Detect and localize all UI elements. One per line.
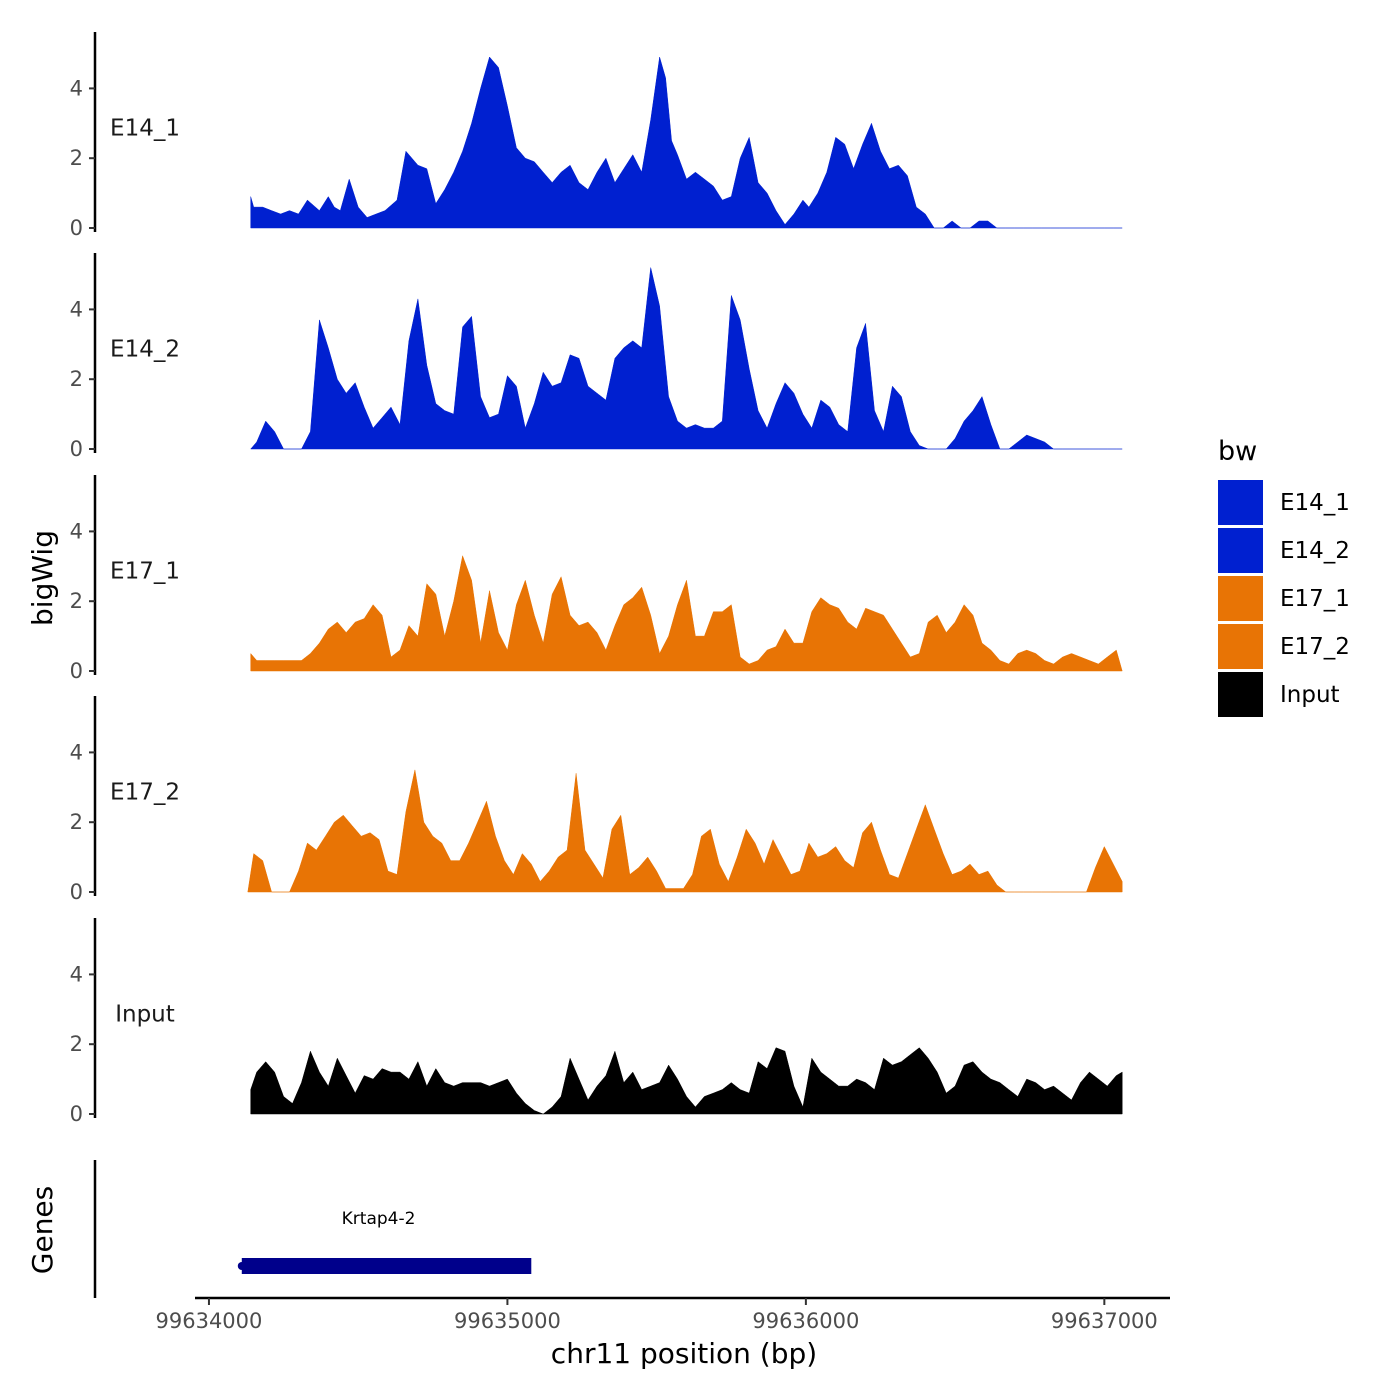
- y-tick-label: 4: [70, 962, 83, 986]
- x-tick-label: 99637000: [1051, 1309, 1158, 1333]
- legend-label: E17_1: [1280, 586, 1350, 612]
- legend-title: bw: [1218, 436, 1257, 467]
- genes-axis-title: Genes: [26, 1186, 59, 1274]
- y-tick-label: 2: [70, 1032, 83, 1056]
- y-tick-label: 0: [70, 437, 83, 461]
- y-tick-label: 0: [70, 880, 83, 904]
- genes-panel: Krtap4-2: [93, 1160, 532, 1298]
- y-tick-label: 4: [70, 297, 83, 321]
- y-tick-label: 0: [70, 216, 83, 240]
- y-tick-label: 2: [70, 367, 83, 391]
- y-tick-label: 2: [70, 146, 83, 170]
- signal-area-E14_2: [250, 267, 1123, 450]
- signal-area-E17_1: [250, 554, 1123, 672]
- legend-label: E14_1: [1280, 490, 1350, 516]
- y-tick-label: 0: [70, 659, 83, 683]
- legend-swatch-Input: [1218, 672, 1263, 717]
- y-tick-label: 2: [70, 589, 83, 613]
- y-axis-title: bigWig: [26, 530, 59, 626]
- x-tick-label: 99634000: [156, 1309, 263, 1333]
- x-axis: 99634000 99635000 99636000 99637000: [156, 1296, 1170, 1333]
- track-E17_2: 0 2 4 E17_2: [70, 696, 1123, 904]
- track-label: E17_1: [110, 559, 180, 585]
- signal-area-E17_2: [247, 769, 1123, 893]
- y-tick-label: 0: [70, 1102, 83, 1126]
- legend-swatch-E17_1: [1218, 576, 1263, 621]
- gene-body: [241, 1258, 532, 1274]
- legend-swatch-E17_2: [1218, 624, 1263, 669]
- x-axis-title: chr11 position (bp): [551, 1337, 817, 1370]
- signal-tracks: 0 2 4 E14_1 0 2 4 E14_2 0 2 4 E17_1 0 2 4 E17_2 0 2 4 Input: [70, 32, 1123, 1126]
- legend-label: Input: [1280, 682, 1340, 708]
- legend: bw E14_1 E14_2 E17_1 E17_2 Input: [1218, 436, 1350, 717]
- x-tick-label: 99635000: [454, 1309, 561, 1333]
- signal-area-Input: [250, 1047, 1123, 1115]
- gene-strand-marker: [237, 1262, 246, 1270]
- track-label: Input: [115, 1002, 175, 1028]
- signal-area-E14_1: [250, 56, 1123, 229]
- track-E14_2: 0 2 4 E14_2: [70, 253, 1123, 461]
- track-E17_1: 0 2 4 E17_1: [70, 475, 1123, 683]
- y-tick-label: 2: [70, 810, 83, 834]
- x-tick-label: 99636000: [752, 1309, 859, 1333]
- y-tick-label: 4: [70, 740, 83, 764]
- track-Input: 0 2 4 Input: [70, 918, 1123, 1126]
- legend-swatch-E14_1: [1218, 480, 1263, 525]
- gene-label: Krtap4-2: [342, 1209, 416, 1229]
- y-tick-label: 4: [70, 519, 83, 543]
- legend-swatch-E14_2: [1218, 528, 1263, 573]
- legend-label: E17_2: [1280, 634, 1350, 660]
- track-label: E17_2: [110, 780, 180, 806]
- y-tick-label: 4: [70, 76, 83, 100]
- track-E14_1: 0 2 4 E14_1: [70, 32, 1123, 240]
- track-label: E14_1: [110, 116, 180, 142]
- legend-label: E14_2: [1280, 538, 1350, 564]
- track-label: E14_2: [110, 337, 180, 363]
